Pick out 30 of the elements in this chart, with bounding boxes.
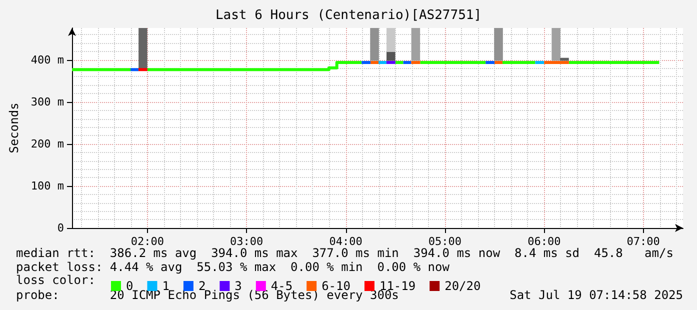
x-tick-label: 05:00 bbox=[428, 235, 462, 248]
text: packet loss: 4.44 % avg 55.03 % max 0.00 % min 0.00 % now bbox=[16, 260, 450, 274]
legend-label: 2 bbox=[198, 279, 206, 293]
y-tick-label: 100 m bbox=[30, 179, 64, 192]
legend-title: loss color: bbox=[16, 273, 96, 287]
y-tick-label: 300 m bbox=[30, 95, 64, 108]
bar bbox=[138, 28, 148, 70]
y-tick-label: 0 bbox=[57, 222, 64, 234]
legend-label: 1 bbox=[162, 279, 170, 293]
x-tick-label: 06:00 bbox=[528, 235, 561, 248]
bar bbox=[560, 58, 569, 61]
y-tick-label: 400 m bbox=[30, 53, 64, 66]
bar bbox=[552, 28, 560, 61]
text: median rtt: 386.2 ms avg 394.0 ms max 377.0 ms min 394.0 ms now 8.4 ms sd 45.8 am/s bbox=[16, 246, 674, 260]
bar bbox=[370, 28, 379, 61]
chart-title: Last 6 Hours (Centenario)[AS27751] bbox=[215, 8, 482, 23]
y-tick-label: 200 m bbox=[30, 137, 64, 150]
y-axis-title: Seconds bbox=[7, 102, 21, 154]
legend-label: 3 bbox=[234, 279, 242, 293]
bar bbox=[494, 28, 503, 61]
x-tick-label: 07:00 bbox=[626, 235, 660, 248]
x-tick-label: 03:00 bbox=[230, 235, 264, 248]
x-tick-label: 02:00 bbox=[130, 235, 164, 248]
bar bbox=[386, 52, 396, 61]
legend-label: 20/20 bbox=[444, 279, 481, 293]
text: Sat Jul 19 07:14:58 2025 bbox=[510, 288, 683, 302]
bar bbox=[411, 28, 420, 61]
x-tick-label: 04:00 bbox=[329, 235, 362, 248]
legend-label: 6-10 bbox=[322, 279, 350, 293]
legend-label: 0 bbox=[126, 279, 134, 293]
